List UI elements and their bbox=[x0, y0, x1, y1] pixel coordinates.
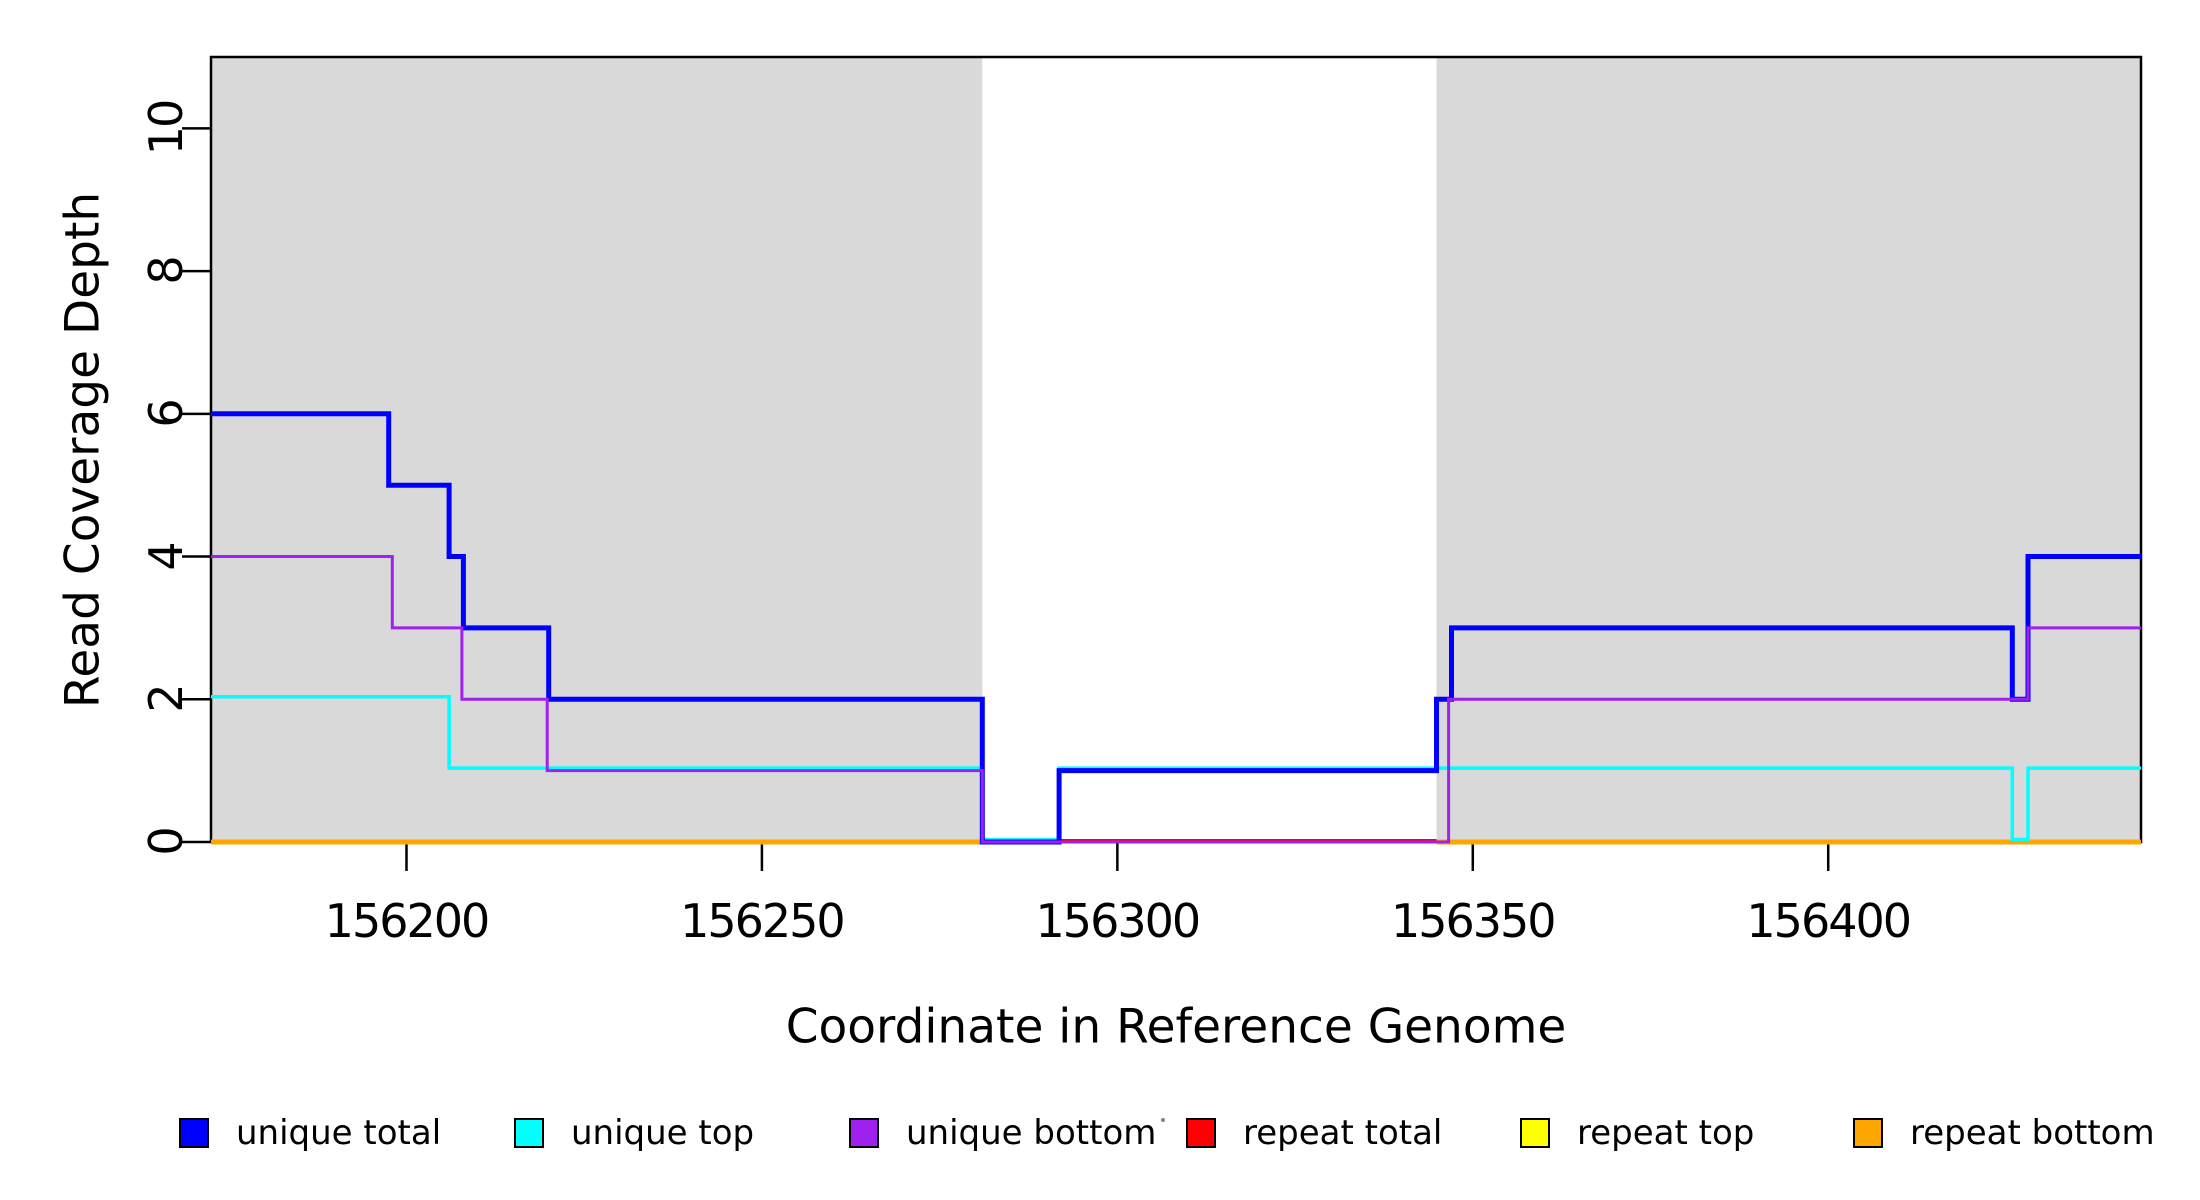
legend-item-repeat-top: repeat top bbox=[1520, 1114, 1754, 1152]
legend-item-repeat-total: repeat total bbox=[1186, 1114, 1442, 1152]
legend-label: repeat bottom bbox=[1910, 1113, 2155, 1153]
unique-bottom-swatch-icon bbox=[849, 1118, 879, 1148]
repeat-region-shading bbox=[1436, 58, 2141, 841]
legend-label: repeat top bbox=[1577, 1113, 1755, 1153]
legend-label: repeat total bbox=[1243, 1113, 1443, 1153]
legend-item-unique-top: unique top bbox=[514, 1114, 754, 1152]
x-tick-label: 156400 bbox=[1746, 894, 1912, 948]
legend-item-unique-bottom: unique bottom bbox=[849, 1114, 1156, 1152]
repeat-total-swatch-icon bbox=[1186, 1118, 1216, 1148]
series-unique-bottom bbox=[211, 555, 2141, 844]
y-axis-title: Read Coverage Depth bbox=[55, 191, 111, 709]
y-tick-label: 6 bbox=[139, 400, 193, 428]
y-tick-label: 0 bbox=[139, 828, 193, 856]
speck-artifact bbox=[1161, 1118, 1165, 1122]
unique-top-swatch-icon bbox=[514, 1118, 544, 1148]
y-tick-label: 4 bbox=[139, 542, 193, 571]
legend-item-repeat-bottom: repeat bottom bbox=[1853, 1114, 2155, 1152]
legend-label: unique top bbox=[571, 1113, 755, 1153]
repeat-region-shading bbox=[211, 58, 983, 841]
repeat-top-swatch-icon bbox=[1520, 1118, 1550, 1148]
legend-label: unique total bbox=[236, 1113, 442, 1153]
x-tick-label: 156350 bbox=[1390, 894, 1557, 948]
unique-total-swatch-icon bbox=[179, 1118, 209, 1148]
y-tick-label: 10 bbox=[139, 101, 193, 156]
y-tick-label: 8 bbox=[139, 257, 193, 285]
repeat-bottom-swatch-icon bbox=[1853, 1118, 1883, 1148]
x-tick-label: 156300 bbox=[1035, 894, 1202, 948]
y-tick-label: 2 bbox=[139, 685, 193, 713]
legend-item-unique-total: unique total bbox=[179, 1114, 441, 1152]
legend-label: unique bottom bbox=[906, 1113, 1157, 1153]
x-tick-label: 156250 bbox=[680, 894, 846, 948]
x-tick-label: 156200 bbox=[324, 894, 491, 948]
x-axis-title: Coordinate in Reference Genome bbox=[785, 999, 1567, 1055]
